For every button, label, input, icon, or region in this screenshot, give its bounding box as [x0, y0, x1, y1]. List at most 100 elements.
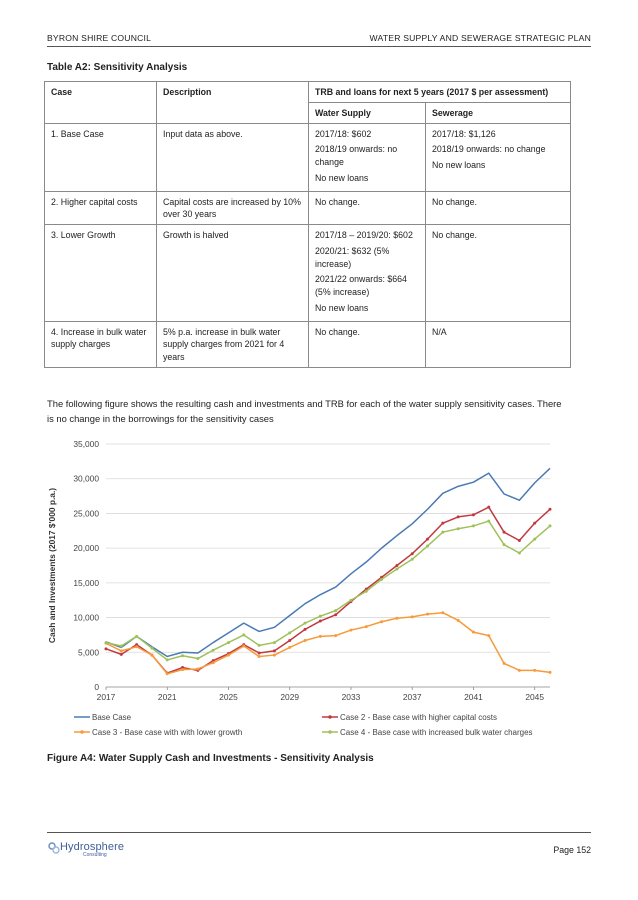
data-point — [533, 537, 537, 541]
data-point — [119, 644, 123, 648]
data-point — [211, 648, 215, 652]
cell-case: 2. Higher capital costs — [44, 190, 157, 225]
cell-line: 2017/18: $1,126 — [432, 128, 496, 139]
cell-line: 2017/18: $602 — [315, 128, 372, 139]
logo-subtitle: Consulting — [83, 852, 107, 858]
data-point — [288, 631, 292, 635]
data-point — [242, 633, 246, 637]
y-tick-label: 5,000 — [78, 647, 99, 657]
cell-sewerage: 2017/18: $1,126 2018/19 onwards: no chang… — [425, 122, 571, 192]
logo-wordmark: Hydrosphere — [60, 841, 125, 853]
chart-legend: Base Case Case 2 - Base case with higher … — [74, 713, 533, 737]
legend-item: Case 3 - Base case with with lower growt… — [74, 728, 242, 737]
data-point — [517, 668, 521, 672]
data-point — [257, 643, 261, 647]
data-point — [517, 551, 521, 555]
cell-line: No new loans — [432, 160, 486, 170]
data-point — [288, 645, 292, 649]
cell-water: 2017/18 – 2019/20: $602 2020/21: $632 (5%… — [308, 224, 426, 322]
data-point — [441, 530, 445, 534]
series-group — [104, 611, 552, 676]
data-point — [533, 668, 537, 672]
data-point — [441, 611, 445, 615]
x-tick-label: 2037 — [403, 692, 422, 702]
data-point — [226, 653, 230, 657]
data-point — [135, 643, 139, 647]
legend-marker — [80, 730, 84, 734]
y-tick-label: 25,000 — [73, 508, 99, 518]
data-point — [104, 647, 108, 651]
data-point — [487, 519, 491, 523]
cell-line: No change. — [432, 196, 477, 207]
cell-line: N/A — [432, 326, 447, 337]
data-point — [257, 654, 261, 658]
header-water-supply: Water Supply — [308, 101, 426, 124]
data-point — [181, 654, 185, 658]
data-point — [502, 543, 506, 547]
table-caption: Table A2: Sensitivity Analysis — [47, 62, 188, 73]
data-point — [196, 667, 200, 671]
data-point — [410, 557, 414, 561]
table-header-row: Case Description TRB and loans for next … — [44, 81, 571, 124]
data-point — [272, 649, 276, 653]
cash-investments-chart: 0 5,000 10,000 15,000 20,000 25,000 30,000 35,0… — [47, 439, 552, 737]
y-tick-label: 15,000 — [73, 578, 99, 588]
x-tick-label: 2033 — [342, 692, 361, 702]
series-line — [105, 520, 551, 661]
data-point — [471, 513, 475, 517]
data-point — [288, 638, 292, 642]
data-point — [303, 638, 307, 642]
body-paragraph: The following figure shows the resulting… — [47, 398, 562, 424]
sensitivity-table: Case Description TRB and loans for next … — [44, 81, 571, 368]
data-point — [533, 521, 537, 525]
cell-description: Growth is halved — [156, 224, 309, 322]
header-case: Case — [44, 81, 157, 124]
data-point — [471, 630, 475, 634]
data-point — [548, 524, 552, 528]
page-header: BYRON SHIRE COUNCIL WATER SUPPLY AND SEW… — [47, 33, 591, 47]
data-point — [487, 634, 491, 638]
y-tick-labels: 0 5,000 10,000 15,000 20,000 25,000 30,000 35,0… — [73, 439, 99, 692]
legend-label: Case 2 - Base case with higher capital c… — [340, 713, 497, 722]
data-point — [456, 618, 460, 622]
table-row: 4. Increase in bulk water supply charges… — [44, 320, 571, 368]
x-tick-label: 2045 — [525, 692, 544, 702]
header-rule — [47, 46, 591, 47]
data-point — [487, 505, 491, 509]
legend-label: Base Case — [92, 713, 132, 722]
data-point — [257, 651, 261, 655]
data-point — [165, 658, 169, 662]
data-point — [456, 527, 460, 531]
data-point — [364, 625, 368, 629]
cell-description: 5% p.a. increase in bulk water supply ch… — [156, 320, 309, 368]
series-line — [105, 506, 551, 674]
legend-label: Case 3 - Base case with with lower growt… — [92, 728, 242, 737]
header-organisation: BYRON SHIRE COUNCIL — [47, 33, 152, 43]
header-description: Description — [156, 81, 309, 124]
data-point — [502, 530, 506, 534]
data-point — [135, 634, 139, 638]
cell-water: 2017/18: $602 2018/19 onwards: no change N… — [308, 122, 426, 192]
chart-gridlines — [106, 443, 550, 653]
x-tick-label: 2029 — [280, 692, 299, 702]
data-point — [318, 614, 322, 618]
cell-line: No change. — [315, 196, 360, 207]
y-tick-label: 0 — [94, 682, 99, 692]
series-line — [105, 467, 551, 658]
legend-item: Case 4 - Base case with increased bulk w… — [322, 728, 533, 737]
data-point — [364, 589, 368, 593]
data-point — [426, 544, 430, 548]
x-tick-label: 2017 — [97, 692, 116, 702]
table-row: 2. Higher capital costs Capital costs are… — [44, 190, 571, 225]
cell-line: 2017/18 – 2019/20: $602 — [315, 230, 413, 240]
cell-line: 2020/21: $632 (5% increase) — [315, 245, 390, 269]
legend-label: Case 4 - Base case with increased bulk w… — [340, 728, 533, 737]
cell-line: No change. — [315, 326, 360, 337]
data-point — [410, 552, 414, 556]
cell-line: No new loans — [315, 302, 369, 313]
table-subheader-row: Water Supply Sewerage — [45, 101, 571, 124]
legend-item: Case 2 - Base case with higher capital c… — [322, 713, 497, 722]
logo-mark-icon — [48, 842, 60, 854]
data-point — [426, 612, 430, 616]
header-document-title: WATER SUPPLY AND SEWERAGE STRATEGIC PLAN — [369, 33, 591, 43]
